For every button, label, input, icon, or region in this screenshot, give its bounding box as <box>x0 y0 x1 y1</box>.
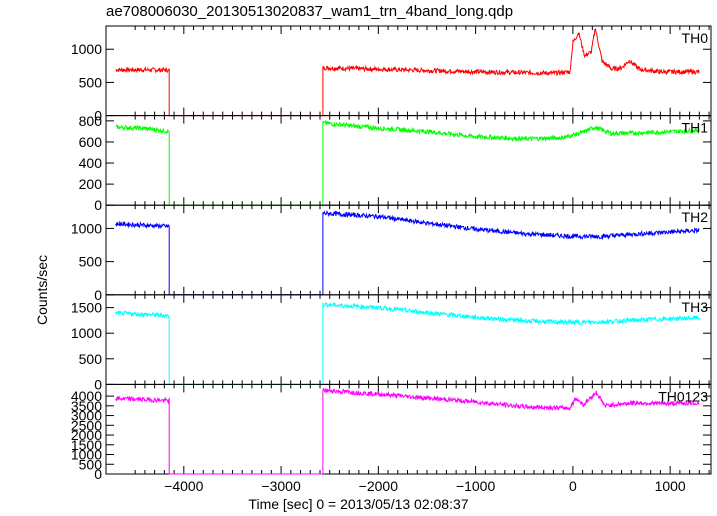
y-tick-label: 0 <box>94 287 102 303</box>
chart-title: ae708006030_20130513020837_wam1_trn_4ban… <box>106 3 514 20</box>
x-tick-label: −2000 <box>359 478 399 494</box>
y-tick-label: 1500 <box>71 437 102 453</box>
y-tick-label: 3000 <box>71 408 102 424</box>
panel-label-TH1: TH1 <box>682 120 709 136</box>
y-tick-label: 0 <box>94 376 102 392</box>
series-line-TH1 <box>115 119 700 206</box>
y-tick-label: 500 <box>79 351 103 367</box>
y-tick-label: 400 <box>79 155 103 171</box>
y-tick-label: 600 <box>79 134 103 150</box>
x-tick-label: −3000 <box>261 478 301 494</box>
y-tick-label: 500 <box>79 74 103 90</box>
y-tick-label: 200 <box>79 176 103 192</box>
y-tick-label: 800 <box>79 113 103 129</box>
y-tick-label: 1000 <box>71 447 102 463</box>
y-tick-label: 1000 <box>71 220 102 236</box>
x-tick-label: −4000 <box>164 478 204 494</box>
series-line-TH0 <box>115 28 700 117</box>
y-tick-label: 0 <box>94 108 102 124</box>
x-axis-label: Time [sec] 0 = 2013/05/13 02:08:37 <box>248 496 469 512</box>
y-tick-label: 0 <box>94 466 102 482</box>
x-tick-label: 1000 <box>655 478 686 494</box>
y-tick-label: 1000 <box>71 325 102 341</box>
panel-label-TH0: TH0 <box>682 30 709 46</box>
y-tick-label: 500 <box>79 456 103 472</box>
panel-frame-TH0123 <box>105 383 712 475</box>
series-line-TH2 <box>115 210 700 296</box>
y-tick-label: 0 <box>94 197 102 213</box>
y-tick-label: 2000 <box>71 427 102 443</box>
x-tick-label: −1000 <box>456 478 496 494</box>
y-tick-label: 3500 <box>71 398 102 414</box>
y-tick-label: 2500 <box>71 417 102 433</box>
y-tick-label: 1000 <box>71 41 102 57</box>
x-tick-label: 0 <box>569 478 577 494</box>
panel-frame-TH3 <box>105 294 712 385</box>
panel-label-TH3: TH3 <box>682 299 709 315</box>
panel-label-TH2: TH2 <box>682 209 709 225</box>
y-tick-label: 4000 <box>71 388 102 404</box>
panel-label-TH0123: TH0123 <box>658 388 708 404</box>
y-tick-label: 1500 <box>71 300 102 316</box>
series-line-TH3 <box>115 302 700 385</box>
y-tick-label: 500 <box>79 254 103 270</box>
series-line-TH0123 <box>115 387 700 475</box>
panel-frame-TH2 <box>105 204 712 296</box>
